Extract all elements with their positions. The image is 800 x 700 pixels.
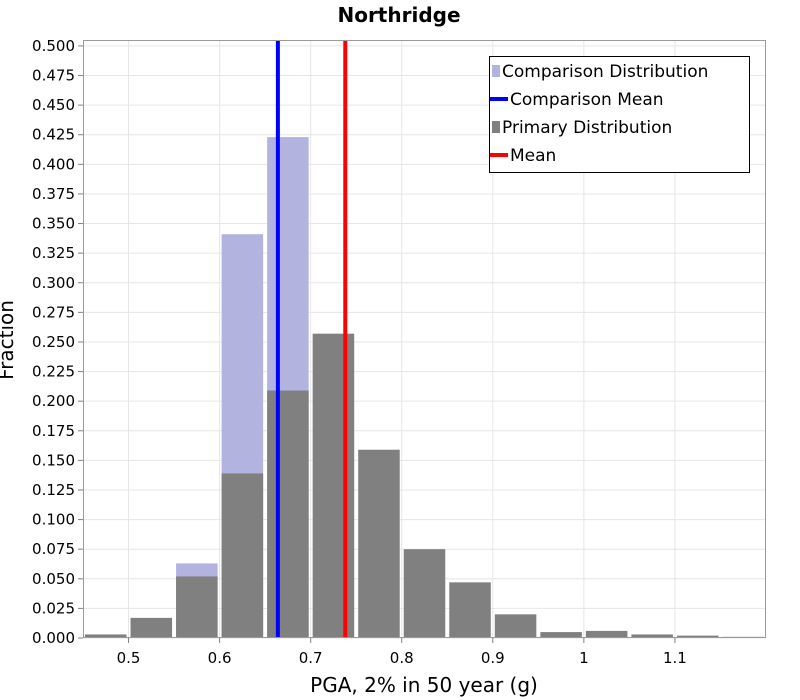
legend-label: Primary Distribution bbox=[502, 118, 672, 138]
x-axis-ticks: 0.5 0.6 0.7 0.8 0.9 1 1.1 bbox=[117, 638, 687, 667]
y-tick-label: 0.025 bbox=[32, 599, 75, 617]
primary-bar bbox=[676, 635, 719, 638]
primary-bar bbox=[631, 634, 673, 638]
chart-title: Northridge bbox=[337, 3, 460, 27]
primary-bar bbox=[540, 632, 582, 638]
y-tick-label: 0.175 bbox=[32, 422, 75, 440]
bars bbox=[85, 137, 764, 639]
primary-bar bbox=[312, 333, 355, 638]
y-tick-label: 0.100 bbox=[32, 511, 75, 529]
y-axis-ticks: 0.000 0.025 0.050 0.075 0.100 0.125 0.150 0.175… bbox=[32, 37, 83, 647]
primary-bar bbox=[176, 576, 218, 638]
primary-bar bbox=[85, 634, 127, 638]
x-tick-label: 1 bbox=[579, 649, 589, 667]
y-tick-label: 0.500 bbox=[32, 37, 75, 55]
y-tick-label: 0.050 bbox=[32, 570, 75, 588]
x-tick-label: 0.7 bbox=[299, 649, 323, 667]
primary-bar bbox=[267, 390, 309, 638]
x-tick-label: 1.1 bbox=[663, 649, 687, 667]
legend-label: Comparison Mean bbox=[510, 90, 664, 110]
y-tick-label: 0.300 bbox=[32, 274, 75, 292]
primary-bar bbox=[494, 614, 537, 638]
legend-swatch bbox=[492, 121, 500, 133]
primary-bar bbox=[130, 617, 173, 638]
legend-label: Comparison Distribution bbox=[502, 62, 708, 82]
plot-border bbox=[83, 40, 766, 638]
y-tick-label: 0.350 bbox=[32, 215, 75, 233]
x-axis-label: PGA, 2% in 50 year (g) bbox=[310, 673, 538, 697]
y-tick-label: 0.275 bbox=[32, 303, 75, 321]
y-tick-label: 0.450 bbox=[32, 96, 75, 114]
x-tick-label: 0.5 bbox=[117, 649, 141, 667]
y-tick-label: 0.325 bbox=[32, 244, 75, 262]
primary-bar bbox=[403, 549, 446, 638]
legend-box bbox=[489, 56, 750, 173]
y-tick-label: 0.125 bbox=[32, 481, 75, 499]
y-tick-label: 0.425 bbox=[32, 126, 75, 144]
primary-bar bbox=[358, 449, 400, 638]
primary-bar bbox=[221, 473, 264, 638]
legend-swatch bbox=[492, 65, 500, 77]
primary-bar bbox=[449, 582, 491, 638]
primary-bar bbox=[585, 630, 628, 638]
x-tick-label: 0.8 bbox=[390, 649, 414, 667]
y-tick-label: 0.400 bbox=[32, 155, 75, 173]
y-tick-label: 0.200 bbox=[32, 392, 75, 410]
y-tick-label: 0.000 bbox=[32, 629, 75, 647]
y-tick-label: 0.075 bbox=[32, 540, 75, 558]
legend: Comparison Distribution Comparison Mean Pr… bbox=[489, 56, 750, 173]
y-tick-label: 0.475 bbox=[32, 67, 75, 85]
y-tick-label: 0.250 bbox=[32, 333, 75, 351]
y-tick-label: 0.225 bbox=[32, 363, 75, 381]
x-tick-label: 0.9 bbox=[481, 649, 505, 667]
y-tick-label: 0.375 bbox=[32, 185, 75, 203]
legend-label: Mean bbox=[510, 146, 556, 166]
y-axis-label: Fraction bbox=[0, 300, 18, 380]
y-tick-label: 0.150 bbox=[32, 451, 75, 469]
x-tick-label: 0.6 bbox=[208, 649, 232, 667]
mean-lines bbox=[275, 40, 348, 638]
